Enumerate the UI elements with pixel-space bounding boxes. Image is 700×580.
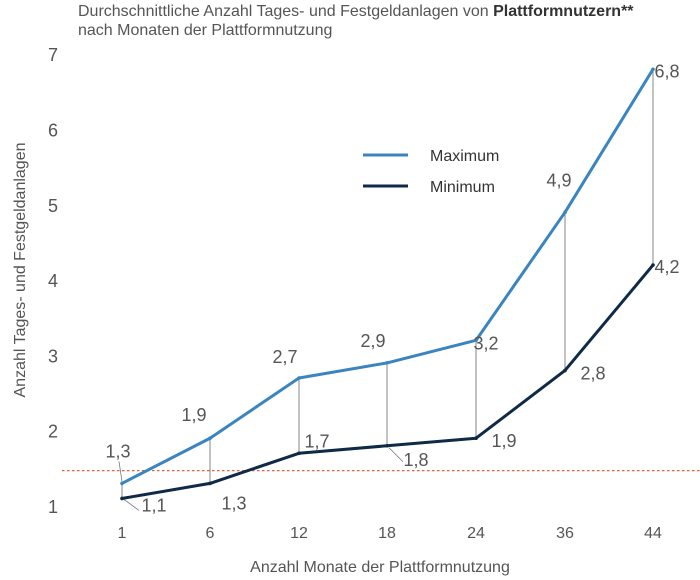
data-label-maximum: 4,9 <box>546 170 571 190</box>
data-point-maximum <box>208 436 212 441</box>
data-point-minimum <box>385 443 389 448</box>
data-point-maximum <box>120 481 124 486</box>
x-tick-label: 6 <box>206 525 215 542</box>
data-label-maximum: 1,9 <box>181 405 206 425</box>
legend-label-minimum: Minimum <box>430 179 495 196</box>
series-line-minimum <box>121 264 655 500</box>
data-point-minimum <box>297 451 301 456</box>
x-tick-label: 18 <box>378 525 396 542</box>
data-label-minimum: 1,3 <box>221 493 246 513</box>
data-point-maximum <box>385 361 389 365</box>
data-point-maximum <box>297 376 301 380</box>
x-tick-label: 24 <box>467 525 485 542</box>
x-tick-label: 1 <box>118 525 127 542</box>
chart-subtitle: nach Monaten der Plattformnutzung <box>78 22 333 39</box>
data-label-minimum: 1,7 <box>304 431 329 451</box>
data-point-minimum <box>120 496 124 501</box>
data-label-minimum: 4,2 <box>654 257 679 277</box>
legend-label-maximum: Maximum <box>430 148 499 165</box>
data-label-maximum: 2,9 <box>360 331 385 351</box>
data-label-leader <box>118 461 123 482</box>
y-tick-label: 5 <box>48 196 58 216</box>
y-tick-label: 2 <box>48 422 58 442</box>
data-point-minimum <box>208 481 212 486</box>
y-axis-title: Anzahl Tages- und Festgeldanlagen <box>12 143 29 398</box>
y-tick-label: 4 <box>48 271 58 291</box>
chart-title-bold: Plattformnutzern** <box>493 3 634 20</box>
data-point-maximum <box>651 67 655 72</box>
x-tick-label: 12 <box>290 525 308 542</box>
y-tick-label: 6 <box>48 121 58 141</box>
data-label-maximum: 1,3 <box>105 441 130 461</box>
x-tick-label: 44 <box>644 525 662 542</box>
data-label-maximum: 6,8 <box>654 61 679 81</box>
y-tick-label: 1 <box>48 497 58 517</box>
x-tick-label: 36 <box>556 525 574 542</box>
chart-title-prefix: Durchschnittliche Anzahl Tages- und Fest… <box>78 3 494 20</box>
chart-title: Durchschnittliche Anzahl Tages- und Fest… <box>78 2 698 40</box>
y-tick-label: 7 <box>48 45 58 65</box>
data-point-minimum <box>474 436 478 441</box>
data-point-minimum <box>651 263 655 267</box>
x-axis-title: Anzahl Monate der Plattformnutzung <box>250 559 510 576</box>
data-point-maximum <box>563 210 567 215</box>
data-label-leader <box>123 499 140 511</box>
data-label-minimum: 2,8 <box>580 363 605 383</box>
data-point-minimum <box>563 368 567 373</box>
data-label-maximum: 2,7 <box>272 347 297 367</box>
data-label-minimum: 1,9 <box>491 431 516 451</box>
data-label-minimum: 1,1 <box>141 495 166 515</box>
data-label-leader <box>388 447 404 463</box>
data-label-maximum: 3,2 <box>473 333 498 353</box>
data-label-minimum: 1,8 <box>403 450 428 470</box>
y-tick-label: 3 <box>48 346 58 366</box>
data-point-maximum <box>474 338 478 343</box>
